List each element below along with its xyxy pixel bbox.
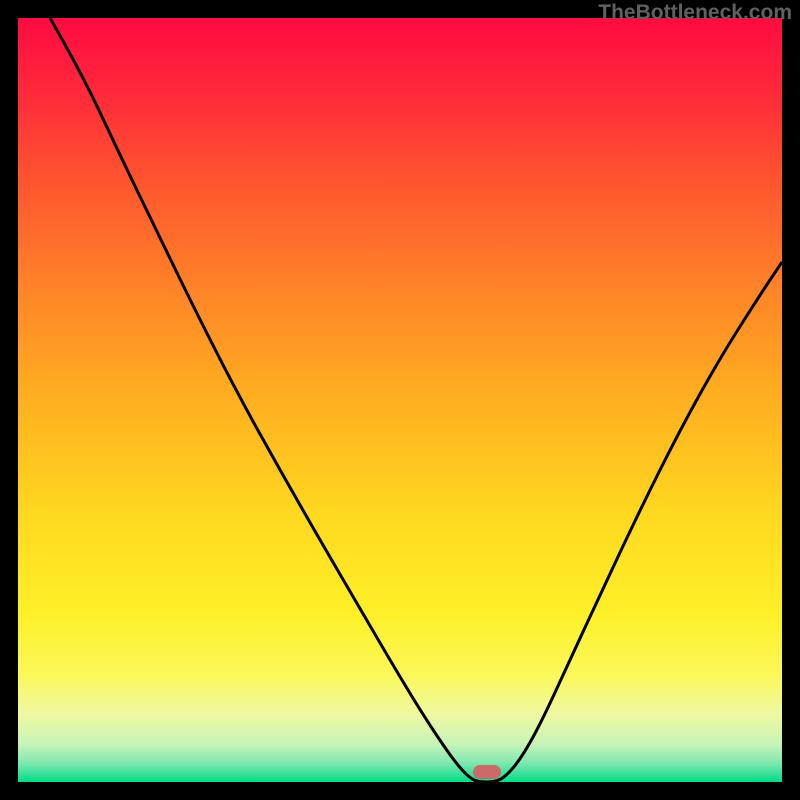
frame-border-right (782, 0, 800, 800)
frame-border-left (0, 0, 18, 800)
bottleneck-curve (50, 18, 782, 782)
optimal-point-marker (473, 765, 501, 779)
frame-border-bottom (0, 782, 800, 800)
chart-container: TheBottleneck.com (0, 0, 800, 800)
bottleneck-curve-layer (0, 0, 800, 800)
watermark-text: TheBottleneck.com (598, 1, 792, 25)
